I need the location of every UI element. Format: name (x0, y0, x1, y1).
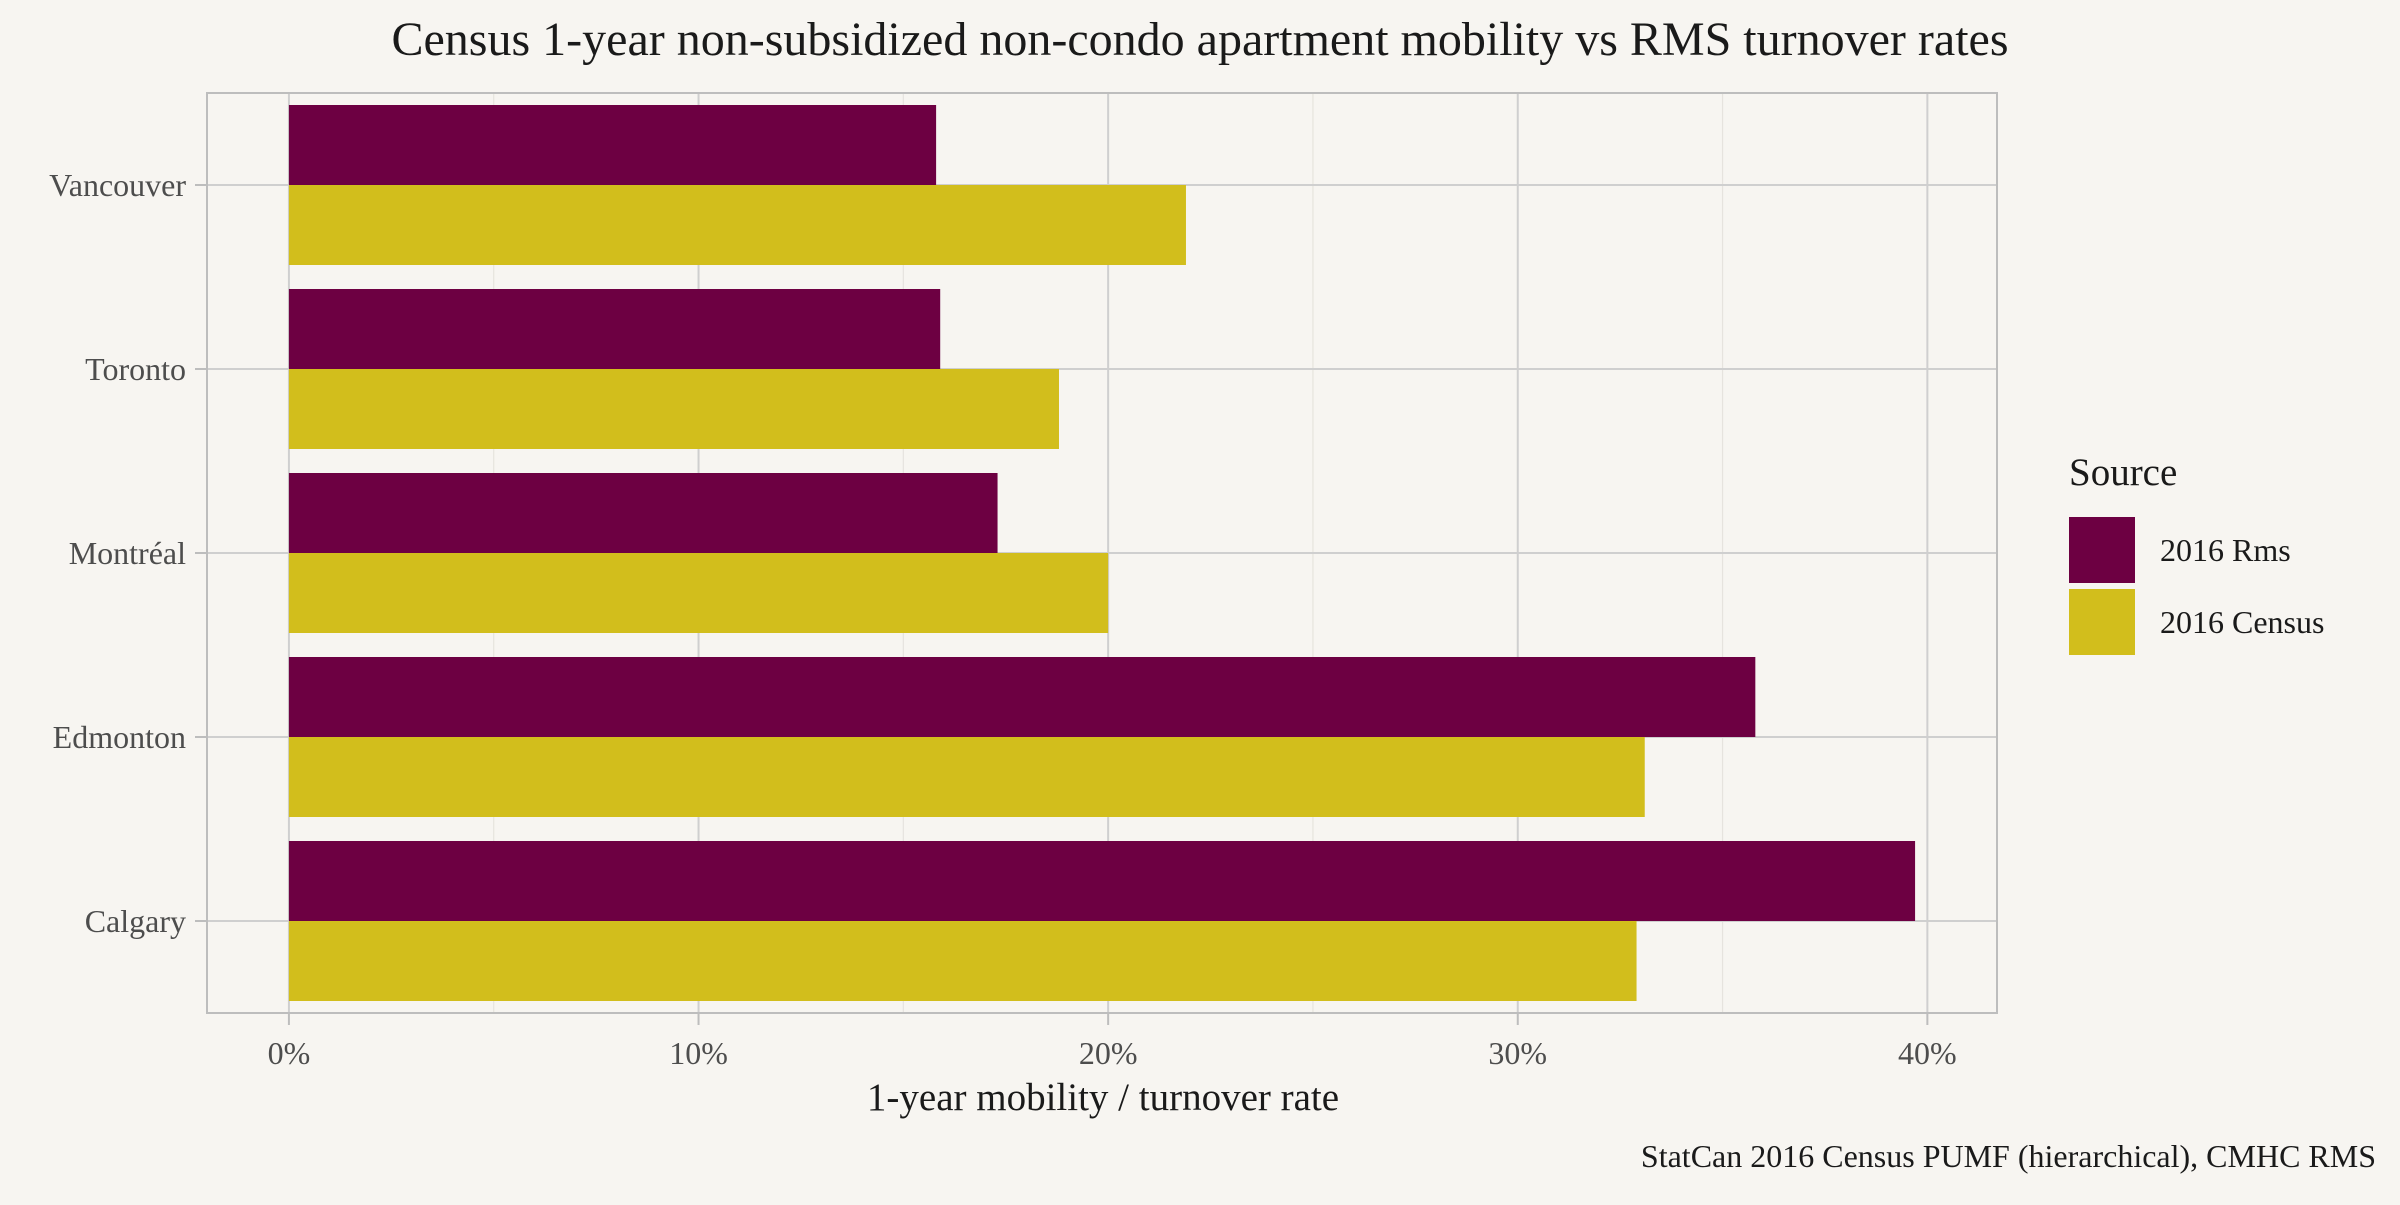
legend-key-2016-rms (2069, 517, 2135, 583)
bar-2016-census-toronto (288, 369, 1059, 449)
bar-2016-rms-vancouver (288, 105, 937, 185)
y-tick-label: Toronto (85, 351, 186, 387)
x-tick-label: 20% (1079, 1035, 1138, 1071)
legend-label: 2016 Census (2160, 604, 2324, 640)
x-tick-label: 10% (669, 1035, 728, 1071)
x-tick-label: 40% (1898, 1035, 1957, 1071)
bars (288, 105, 1916, 1001)
y-tick-label: Calgary (85, 903, 186, 939)
bar-2016-rms-montréal (288, 473, 998, 553)
y-tick-label: Edmonton (53, 719, 186, 755)
bar-2016-census-montréal (288, 553, 1109, 633)
chart-title: Census 1-year non-subsidized non-condo a… (391, 13, 2008, 66)
y-axis: Vancouver Toronto Montréal Edmonton Calgary (49, 167, 207, 939)
x-axis: 0% 10% 20% 30% 40% (268, 1013, 1957, 1071)
y-tick-label: Montréal (69, 535, 186, 571)
legend: Source 2016 Rms 2016 Census (2069, 451, 2324, 655)
legend-label: 2016 Rms (2160, 532, 2291, 568)
x-tick-label: 0% (268, 1035, 311, 1071)
chart-caption: StatCan 2016 Census PUMF (hierarchical),… (1641, 1138, 2376, 1174)
bar-2016-rms-calgary (288, 841, 1916, 921)
legend-title: Source (2069, 451, 2177, 494)
plot-panel (206, 92, 1998, 1014)
y-tick-label: Vancouver (49, 167, 186, 203)
legend-key-2016-census (2069, 589, 2135, 655)
legend-items: 2016 Rms 2016 Census (2069, 517, 2324, 655)
x-axis-title: 1-year mobility / turnover rate (867, 1076, 1339, 1119)
bar-2016-census-calgary (288, 921, 1637, 1001)
bar-2016-rms-edmonton (288, 657, 1756, 737)
x-tick-label: 30% (1488, 1035, 1547, 1071)
bar-2016-rms-toronto (288, 289, 941, 369)
bar-2016-census-vancouver (288, 185, 1186, 265)
bar-2016-census-edmonton (288, 737, 1645, 817)
